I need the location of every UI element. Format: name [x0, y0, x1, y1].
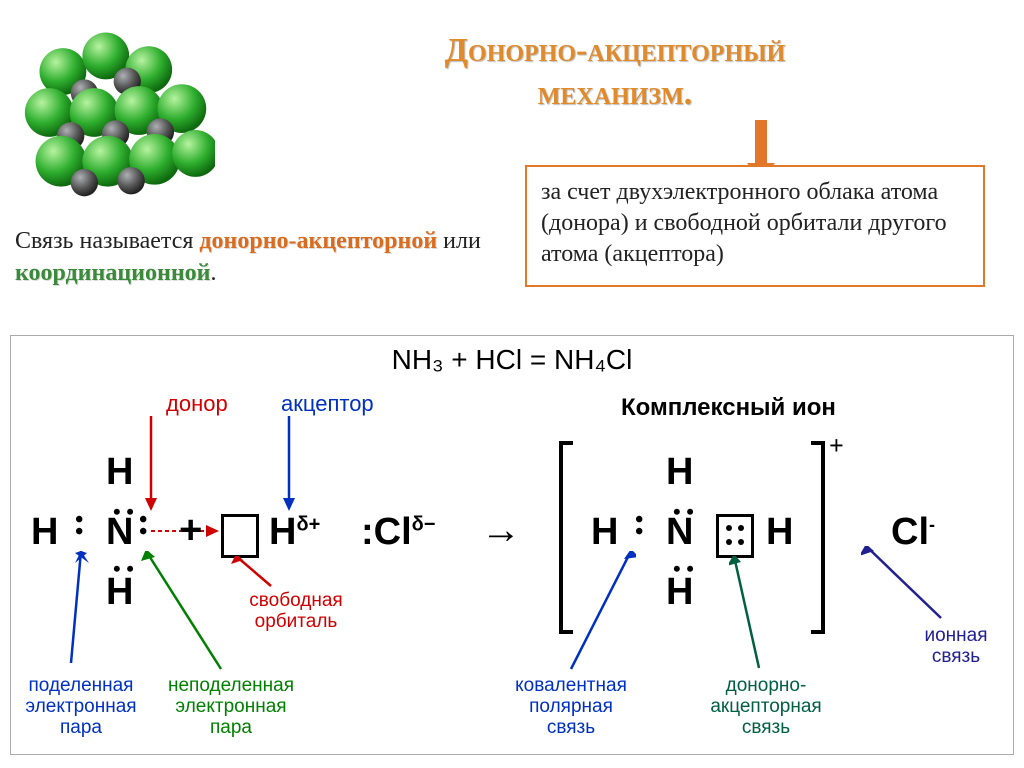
page-title: Донорно-акцепторный механизм.	[250, 30, 980, 115]
label-covalent-polar: ковалентнаяполярнаясвязь	[501, 676, 641, 739]
bracket-right	[811, 441, 825, 634]
label-free-orbital: свободнаяорбиталь	[236, 591, 356, 633]
subtitle-post: .	[210, 260, 216, 286]
label-complex-ion: Комплексный ион	[621, 394, 836, 422]
explanation-text: за счет двухэлектронного облака атома (д…	[541, 179, 947, 267]
filled-orbital	[716, 514, 754, 558]
subtitle-mid: или	[437, 228, 481, 254]
atom-H-top: H	[106, 451, 133, 494]
label-acceptor: акцептор	[281, 391, 374, 417]
atom-H-cation: Hδ+	[269, 511, 320, 554]
subtitle-hl1: донорно-акцепторной	[199, 228, 437, 254]
bond-name-text: Связь называется донорно-акцепторной или…	[15, 225, 495, 290]
arrow-down-icon	[755, 120, 767, 165]
label-shared-pair: поделеннаяэлектроннаяпара	[16, 676, 146, 739]
explanation-box: за счет двухэлектронного облака атома (д…	[525, 165, 985, 287]
label-ionic: ионнаясвязь	[911, 626, 1001, 668]
atom-H-left: H	[31, 511, 58, 554]
atom-Cl-anion: :Clδ−	[361, 511, 435, 554]
ion-H-right: H	[766, 511, 793, 554]
ion-H-left: H	[591, 511, 618, 554]
equation: NH₃ + HCl = NH₄Cl	[11, 344, 1013, 376]
label-donor-acceptor: донорно-акцепторнаясвязь	[691, 676, 841, 739]
reaction-arrow-icon: →	[481, 508, 521, 553]
subtitle-pre: Связь называется	[15, 228, 199, 254]
mechanism-diagram: NH₃ + HCl = NH₄Cl H H N H • • • • •• •• …	[10, 335, 1014, 755]
label-lone-pair: неподеленнаяэлектроннаяпара	[156, 676, 306, 739]
molecule-model	[20, 15, 215, 210]
title-line1: Донорно-акцепторный	[250, 30, 980, 73]
subtitle-hl2: координационной	[15, 260, 210, 286]
title-line2: механизм.	[250, 73, 980, 116]
ion-H-top: H	[666, 451, 693, 494]
label-donor: донор	[166, 391, 228, 417]
plus-icon: +	[179, 508, 202, 553]
